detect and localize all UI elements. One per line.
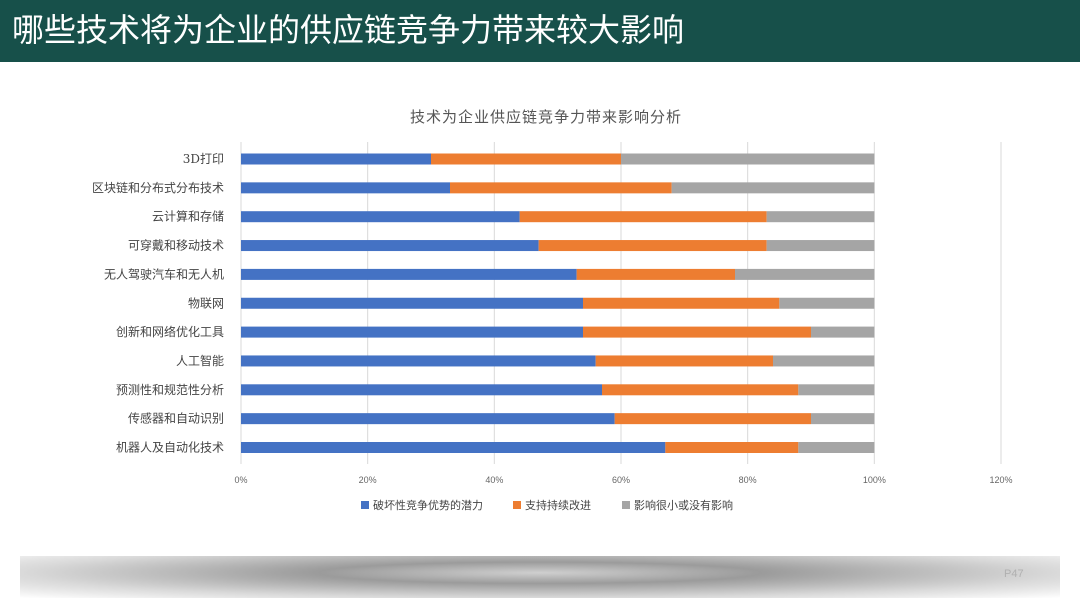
slide-title: 哪些技术将为企业的供应链竞争力带来较大影响 — [12, 11, 685, 49]
bar-segment — [811, 326, 875, 338]
bar-segment — [241, 297, 583, 309]
page-number: P47 — [1004, 568, 1024, 580]
bar-segment — [735, 268, 875, 280]
bar-segment — [241, 211, 520, 223]
bar-segment — [576, 268, 735, 280]
bar-segment — [241, 240, 539, 252]
bar-segment — [614, 413, 811, 425]
bar-segment — [811, 413, 875, 425]
bar-segment — [241, 355, 596, 367]
x-tick-label: 100% — [863, 475, 886, 485]
bar-segment — [241, 442, 666, 453]
bar-segment — [583, 297, 780, 309]
category-label: 预测性和规范性分析 — [116, 382, 224, 397]
bar-segment — [602, 384, 799, 396]
chart-bars — [241, 153, 875, 453]
category-label: 云计算和存储 — [152, 209, 224, 224]
chart-legend: 破坏性竞争优势的潜力 支持持续改进 影响很小或没有影响 — [361, 498, 733, 512]
x-tick-label: 40% — [485, 475, 503, 485]
x-tick-label: 20% — [359, 475, 377, 485]
legend-swatch — [622, 501, 630, 509]
bar-segment — [241, 384, 602, 396]
slide-footer-shadow — [20, 556, 1060, 598]
bar-segment — [450, 182, 672, 194]
bar-segment — [671, 182, 875, 194]
legend-swatch — [361, 501, 369, 509]
category-label: 人工智能 — [176, 353, 224, 368]
x-tick-label: 0% — [234, 475, 247, 485]
bar-segment — [665, 442, 799, 453]
stacked-bar-chart: 技术为企业供应链竞争力带来影响分析 3D打印区块链和分布式分布技术云计算和存储可… — [92, 108, 1013, 512]
bar-segment — [583, 326, 811, 338]
category-labels: 3D打印区块链和分布式分布技术云计算和存储可穿戴和移动技术无人驾驶汽车和无人机物… — [92, 152, 224, 455]
category-label: 机器人及自动化技术 — [116, 441, 224, 455]
bar-segment — [241, 413, 615, 425]
legend-label: 影响很小或没有影响 — [634, 498, 733, 512]
bar-segment — [538, 240, 767, 252]
bar-segment — [519, 211, 767, 223]
category-label: 创新和网络优化工具 — [116, 324, 224, 339]
x-axis-ticks: 0% 20% 40% 60% 80% 100% 120% — [234, 475, 1012, 485]
slide-header: 哪些技术将为企业的供应链竞争力带来较大影响 — [0, 0, 1080, 62]
bar-segment — [779, 297, 875, 309]
bar-segment — [241, 182, 450, 194]
chart-title: 技术为企业供应链竞争力带来影响分析 — [410, 108, 682, 126]
category-label: 物联网 — [188, 296, 224, 310]
bar-segment — [766, 240, 875, 252]
bar-segment — [621, 153, 875, 165]
x-tick-label: 120% — [989, 475, 1012, 485]
legend-label: 支持持续改进 — [525, 498, 591, 512]
bar-segment — [766, 211, 875, 223]
bar-segment — [773, 355, 875, 367]
category-label: 区块链和分布式分布技术 — [92, 180, 224, 195]
category-label: 可穿戴和移动技术 — [128, 238, 224, 253]
bar-segment — [431, 153, 621, 165]
legend-swatch — [513, 501, 521, 509]
bar-segment — [798, 442, 875, 453]
category-label: 无人驾驶汽车和无人机 — [104, 266, 224, 281]
x-tick-label: 80% — [739, 475, 757, 485]
category-label: 传感器和自动识别 — [128, 411, 224, 426]
bar-segment — [595, 355, 773, 367]
x-tick-label: 60% — [612, 475, 630, 485]
bar-segment — [241, 153, 431, 165]
bar-segment — [241, 326, 583, 338]
legend-label: 破坏性竞争优势的潜力 — [373, 498, 483, 512]
bar-segment — [241, 268, 577, 280]
bar-segment — [798, 384, 875, 396]
category-label: 3D打印 — [183, 152, 224, 166]
